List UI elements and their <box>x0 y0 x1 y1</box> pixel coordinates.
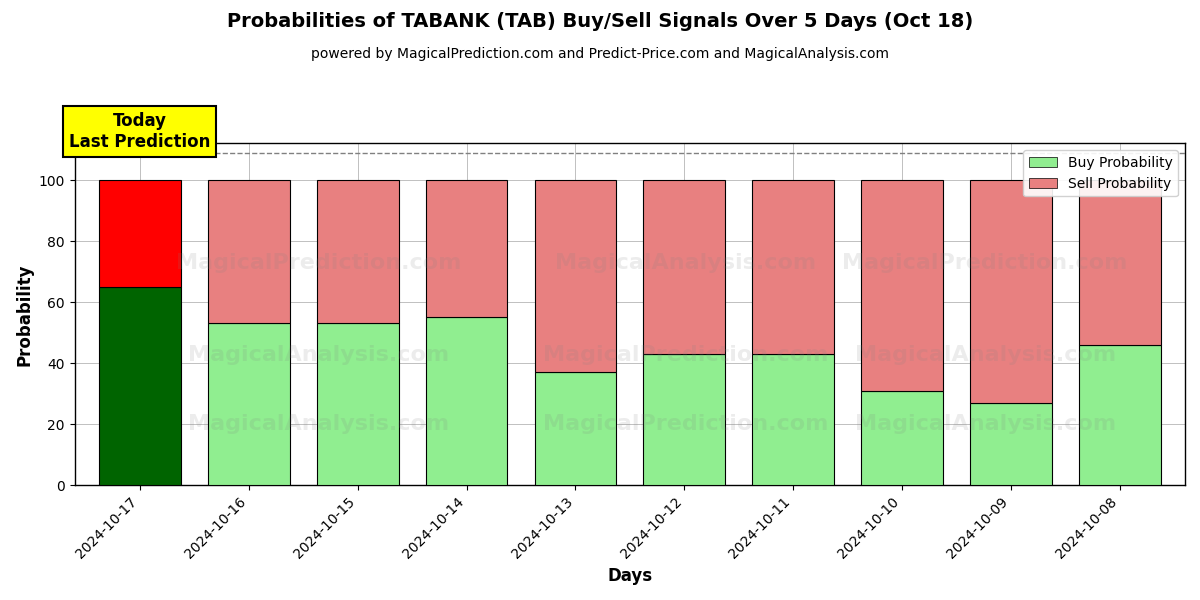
Bar <box>1079 345 1160 485</box>
Bar <box>752 354 834 485</box>
Y-axis label: Probability: Probability <box>16 263 34 365</box>
Bar <box>862 391 943 485</box>
Text: MagicalPrediction.com: MagicalPrediction.com <box>542 346 828 365</box>
Bar <box>1079 180 1160 345</box>
Bar <box>208 323 289 485</box>
Bar <box>426 180 508 317</box>
Bar <box>970 403 1051 485</box>
Bar <box>100 287 181 485</box>
Bar <box>317 180 398 323</box>
Legend: Buy Probability, Sell Probability: Buy Probability, Sell Probability <box>1024 151 1178 196</box>
Bar <box>862 180 943 391</box>
Text: MagicalAnalysis.com: MagicalAnalysis.com <box>188 346 450 365</box>
Bar <box>100 180 181 287</box>
Bar <box>317 323 398 485</box>
Bar <box>643 354 725 485</box>
Bar <box>534 372 617 485</box>
Bar <box>752 180 834 354</box>
Text: MagicalAnalysis.com: MagicalAnalysis.com <box>854 346 1116 365</box>
Text: MagicalAnalysis.com: MagicalAnalysis.com <box>188 413 450 434</box>
Bar <box>426 317 508 485</box>
Text: MagicalPrediction.com: MagicalPrediction.com <box>842 253 1128 273</box>
Bar <box>208 180 289 323</box>
Text: MagicalPrediction.com: MagicalPrediction.com <box>176 253 462 273</box>
Bar <box>643 180 725 354</box>
Text: Today
Last Prediction: Today Last Prediction <box>70 112 211 151</box>
Bar <box>534 180 617 372</box>
Text: MagicalAnalysis.com: MagicalAnalysis.com <box>854 413 1116 434</box>
Text: MagicalPrediction.com: MagicalPrediction.com <box>542 413 828 434</box>
Bar <box>970 180 1051 403</box>
X-axis label: Days: Days <box>607 567 653 585</box>
Text: powered by MagicalPrediction.com and Predict-Price.com and MagicalAnalysis.com: powered by MagicalPrediction.com and Pre… <box>311 47 889 61</box>
Text: MagicalAnalysis.com: MagicalAnalysis.com <box>554 253 816 273</box>
Text: Probabilities of TABANK (TAB) Buy/Sell Signals Over 5 Days (Oct 18): Probabilities of TABANK (TAB) Buy/Sell S… <box>227 12 973 31</box>
